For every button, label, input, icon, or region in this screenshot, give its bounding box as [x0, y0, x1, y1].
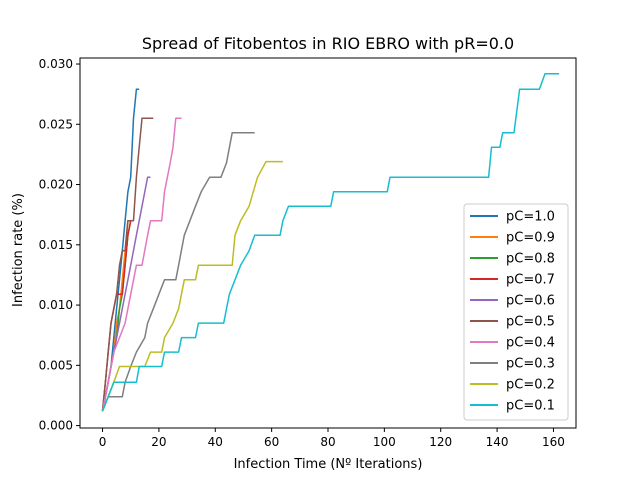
series-line-pc-0-4	[101, 117, 182, 412]
x-tick-label: 60	[264, 435, 279, 449]
x-tick-label: 140	[486, 435, 509, 449]
x-tick-label: 120	[429, 435, 452, 449]
series-line-pc-0-3	[101, 131, 255, 412]
legend-label: pC=0.7	[506, 273, 555, 288]
x-axis-label: Infection Time (Nº Iterations)	[234, 457, 423, 472]
x-tick-label: 20	[151, 435, 166, 449]
legend-label: pC=0.4	[506, 336, 555, 351]
y-axis-label: Infection rate (%)	[11, 193, 26, 307]
x-tick-label: 100	[373, 435, 396, 449]
y-tick-label: 0.030	[39, 57, 73, 71]
plot-lines	[101, 72, 560, 412]
legend-label: pC=0.6	[506, 294, 555, 309]
y-axis-ticks: 0.000 0.005 0.010 0.015 0.020 0.025 0.030	[39, 57, 80, 433]
y-tick-label: 0.010	[39, 298, 73, 312]
y-tick-label: 0.015	[39, 238, 73, 252]
x-tick-label: 0	[99, 435, 107, 449]
series-line-pc-0-1	[101, 72, 560, 412]
legend-label: pC=0.5	[506, 315, 555, 330]
series-line-pc-0-2	[101, 160, 283, 412]
y-tick-label: 0.005	[39, 358, 73, 372]
legend-label: pC=0.2	[506, 378, 555, 393]
legend-label: pC=0.3	[506, 357, 555, 372]
x-tick-label: 40	[208, 435, 223, 449]
x-tick-label: 80	[320, 435, 335, 449]
legend-label: pC=0.9	[506, 231, 555, 246]
legend-label: pC=0.1	[506, 399, 555, 414]
x-axis-ticks: 0 20 40 60 80 100 120 140 160	[99, 428, 565, 449]
y-tick-label: 0.025	[39, 117, 73, 131]
chart-title: Spread of Fitobentos in RIO EBRO with pR…	[142, 34, 514, 53]
y-tick-label: 0.000	[39, 419, 73, 433]
y-tick-label: 0.020	[39, 178, 73, 192]
legend: pC=1.0 pC=0.9 pC=0.8 pC=0.7 pC=0.6 pC=0.5 pC=0…	[463, 203, 569, 421]
legend-label: pC=0.8	[506, 252, 555, 267]
x-tick-label: 160	[542, 435, 565, 449]
series-line-pc-0-5	[101, 117, 154, 412]
legend-label: pC=1.0	[506, 210, 555, 225]
